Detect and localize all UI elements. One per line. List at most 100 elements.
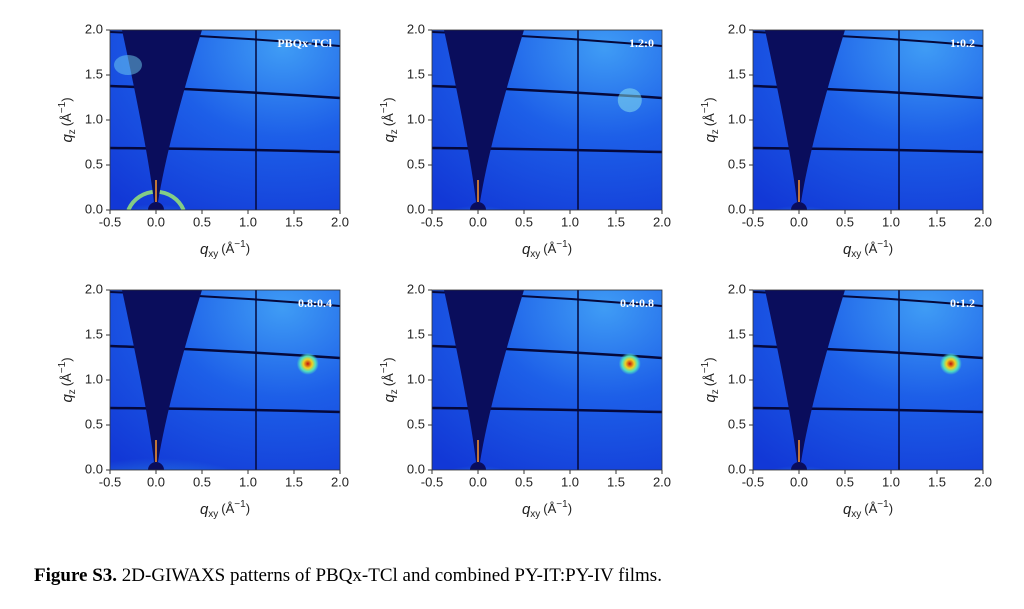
- peak: [939, 352, 962, 375]
- missing-wedge: [444, 290, 524, 462]
- axis-label-part: xy: [851, 249, 861, 260]
- caption-text: 2D-GIWAXS patterns of PBQx-TCl and combi…: [117, 565, 662, 586]
- y-tick-label: 2.0: [407, 281, 425, 296]
- axis-label-part: q: [702, 394, 719, 403]
- caption-bold: Figure S3.: [34, 565, 117, 586]
- x-tick-label: 1.0: [561, 214, 579, 229]
- x-tick-label: 1.5: [607, 474, 625, 489]
- y-tick-label: 0.5: [407, 156, 425, 171]
- missing-wedge: [765, 30, 845, 202]
- y-tick-label: 0.5: [85, 416, 103, 431]
- axis-label-part: (Å: [381, 373, 396, 386]
- panel-label: 0.4:0.8: [620, 296, 654, 310]
- x-tick-label: 0.5: [193, 474, 211, 489]
- x-tick-label: 1.0: [882, 214, 900, 229]
- axis-label: qz (Å−1): [700, 357, 721, 402]
- panel: 0.4:0.8-0.5 0.0 0.5 1.0 1.5 2.00.00.51.01.52.…: [379, 281, 671, 519]
- axis-label-part: q: [381, 394, 398, 403]
- axis-label-part: q: [200, 241, 209, 258]
- axis-label-part: −1: [700, 361, 711, 373]
- axis-label-part: ): [568, 241, 572, 256]
- axis-label: qxy (Å−1): [522, 499, 572, 520]
- axis-label-part: q: [522, 501, 531, 518]
- x-tick-label: 1.0: [561, 474, 579, 489]
- y-tick-label: 2.0: [728, 21, 746, 36]
- x-tick-label: 0.0: [147, 474, 165, 489]
- axis-label-part: ): [702, 357, 717, 361]
- axis-label-part: z: [710, 129, 721, 134]
- missing-wedge: [122, 30, 202, 202]
- y-tick-label: 1.0: [407, 111, 425, 126]
- pattern-image: [753, 290, 983, 470]
- panel: 0:1.2-0.5 0.0 0.5 1.0 1.5 2.00.00.51.01.52.0q…: [700, 281, 992, 519]
- y-tick-label: 0.5: [407, 416, 425, 431]
- axis-label-part: ): [246, 241, 250, 256]
- axis-label-part: q: [200, 501, 209, 518]
- axis-label-part: xy: [851, 509, 861, 520]
- axis-label-part: −1: [57, 101, 68, 113]
- y-tick-label: 0.0: [85, 201, 103, 216]
- glow: [110, 180, 216, 210]
- axis-label-part: −1: [234, 239, 246, 250]
- gap-line: [432, 406, 662, 414]
- x-tick-label: 0.5: [515, 214, 533, 229]
- axis-label-part: −1: [556, 499, 568, 510]
- axis-label-part: q: [843, 501, 852, 518]
- missing-wedge: [444, 30, 524, 202]
- x-tick-label: 0.0: [469, 214, 487, 229]
- y-tick-label: 2.0: [85, 281, 103, 296]
- caption: Figure S3. 2D-GIWAXS patterns of PBQx-TC…: [34, 565, 662, 586]
- x-tick-label: -0.5: [742, 214, 764, 229]
- axis-label-part: ): [381, 357, 396, 361]
- x-tick-label: 0.0: [147, 214, 165, 229]
- axis-label-part: (Å: [864, 241, 877, 256]
- pattern-image: [432, 290, 662, 470]
- axis-label-part: q: [702, 134, 719, 143]
- x-tick-label: 2.0: [653, 474, 671, 489]
- axis-label-part: q: [381, 134, 398, 143]
- axis-label: qz (Å−1): [57, 357, 78, 402]
- panel: 1.2:0-0.5 0.0 0.5 1.0 1.5 2.00.00.51.01.52.0q…: [379, 21, 671, 259]
- beam-stop: [148, 462, 164, 470]
- x-tick-label: -0.5: [99, 474, 121, 489]
- y-tick-label: 1.5: [728, 326, 746, 341]
- y-tick-label: 0.0: [407, 461, 425, 476]
- axis-label-part: q: [522, 241, 531, 258]
- beam-stop: [148, 202, 164, 210]
- y-tick-label: 2.0: [728, 281, 746, 296]
- beam-stop: [470, 462, 486, 470]
- x-tick-label: 0.5: [515, 474, 533, 489]
- axis-label: qxy (Å−1): [200, 239, 250, 260]
- axis-label-part: ): [59, 97, 74, 101]
- x-tick-label: -0.5: [99, 214, 121, 229]
- axis-label-part: (Å: [543, 241, 556, 256]
- peak: [618, 352, 641, 375]
- y-tick-label: 1.5: [407, 66, 425, 81]
- gap-line: [432, 146, 662, 154]
- x-tick-label: 0.0: [790, 474, 808, 489]
- axis-label-part: ): [702, 97, 717, 101]
- y-tick-label: 1.5: [85, 66, 103, 81]
- y-tick-label: 1.5: [407, 326, 425, 341]
- pattern-image: [110, 290, 340, 470]
- axis-label-part: xy: [208, 249, 218, 260]
- x-tick-label: 2.0: [974, 214, 992, 229]
- axis-label-part: ): [889, 241, 893, 256]
- x-tick-label: 0.5: [193, 214, 211, 229]
- axis-label: qz (Å−1): [57, 97, 78, 142]
- panel-label: 0.8:0.4: [298, 296, 332, 310]
- y-tick-label: 1.0: [728, 111, 746, 126]
- x-tick-label: 2.0: [331, 214, 349, 229]
- axis-label-part: −1: [234, 499, 246, 510]
- y-tick-label: 0.0: [407, 201, 425, 216]
- y-tick-label: 1.5: [728, 66, 746, 81]
- y-tick-label: 0.5: [728, 416, 746, 431]
- axis-label-part: (Å: [59, 373, 74, 386]
- axis-label-part: −1: [379, 101, 390, 113]
- peak: [296, 352, 319, 375]
- axis-label: qxy (Å−1): [200, 499, 250, 520]
- axis-label-part: −1: [877, 239, 889, 250]
- axis-label-part: xy: [530, 509, 540, 520]
- axis-label-part: q: [59, 394, 76, 403]
- x-tick-label: 1.5: [285, 474, 303, 489]
